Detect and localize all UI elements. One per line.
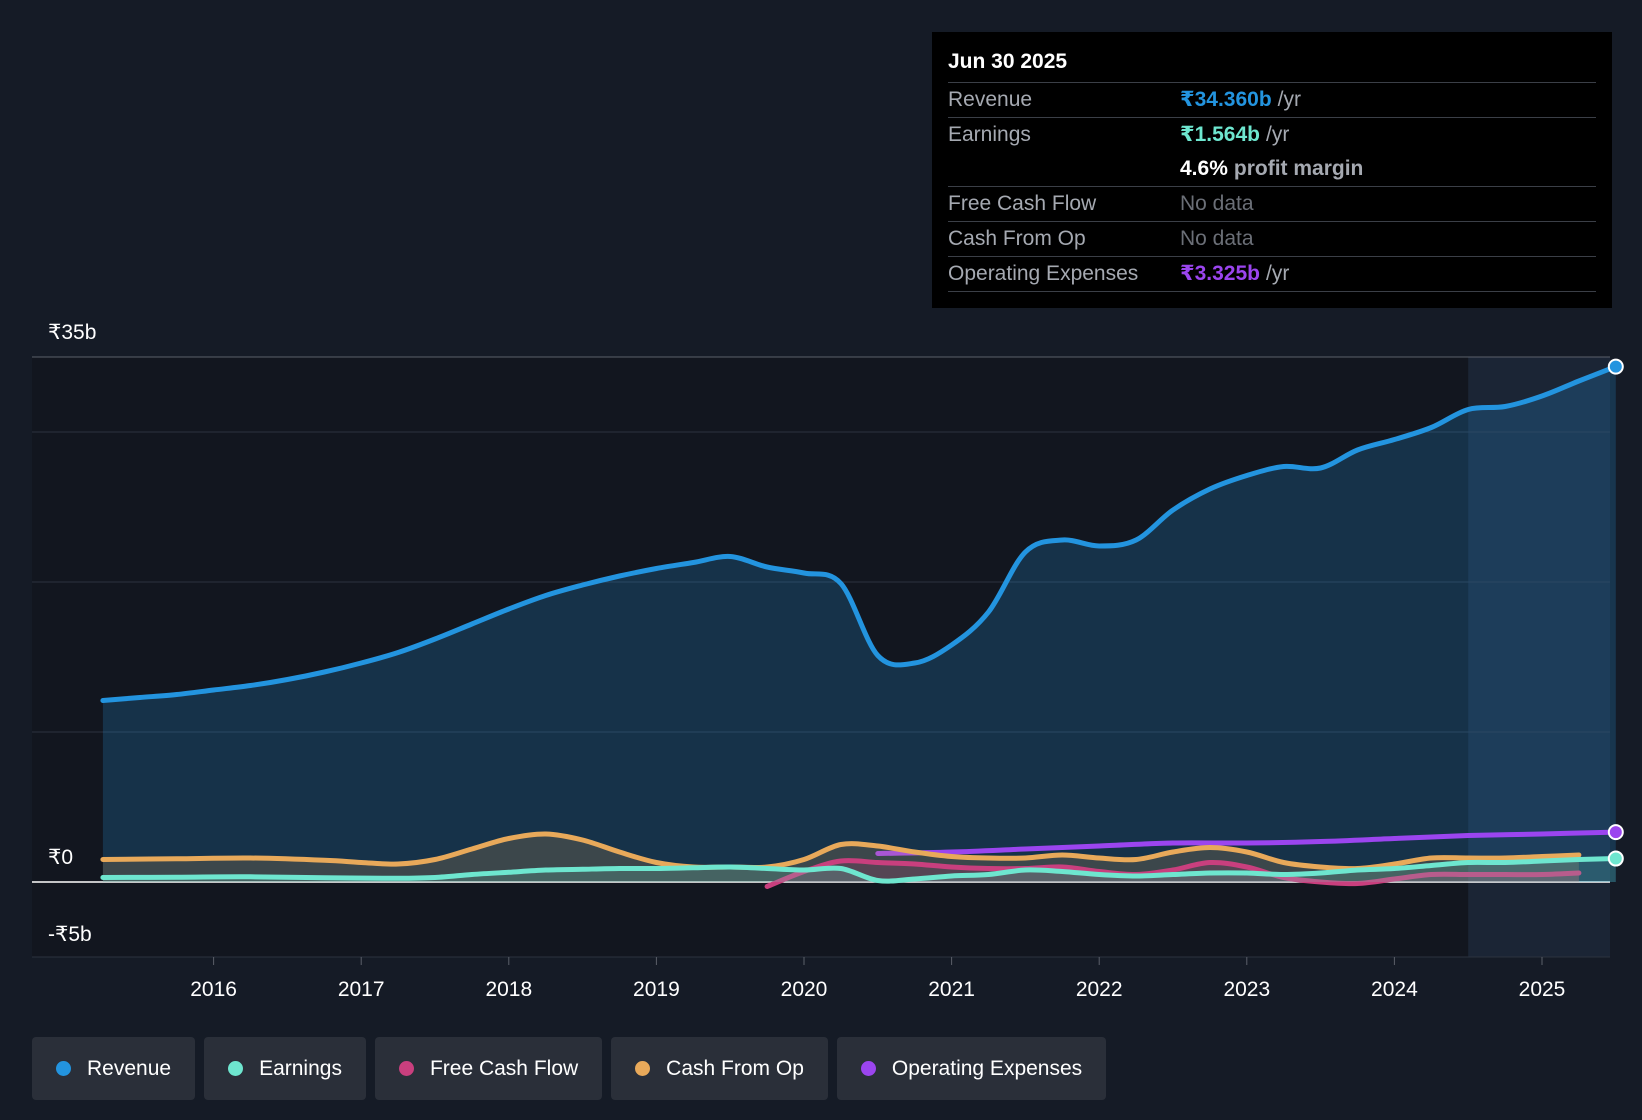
- y-tick-label: -₹5b: [48, 923, 92, 946]
- tooltip-value: 4.6%: [1180, 157, 1228, 180]
- series-endpoint-revenue: [1607, 358, 1624, 375]
- tooltip-unit: profit margin: [1233, 157, 1364, 180]
- x-tick-label: 2016: [190, 978, 237, 1001]
- tooltip-label-empty: [948, 152, 1180, 186]
- tooltip-row-margin: 4.6% profit margin: [948, 152, 1596, 187]
- legend-label: Free Cash Flow: [429, 1056, 579, 1080]
- chart: ₹35b ₹0 -₹5b 2016 2017 2018 2019 2020 2021 2022 20…: [32, 321, 1624, 1001]
- series-endpoint-earnings: [1607, 850, 1624, 867]
- tooltip-row-revenue: Revenue ₹34.360b /yr: [948, 83, 1596, 118]
- series-line-free-cash-flow: [764, 858, 1582, 889]
- tooltip-value: ₹34.360b: [1180, 88, 1272, 111]
- series-endpoint-operating-expenses: [1607, 824, 1624, 841]
- x-tick-label: 2018: [485, 978, 532, 1001]
- tooltip-value: No data: [1180, 192, 1254, 215]
- legend-item-revenue[interactable]: Revenue: [32, 1037, 196, 1100]
- x-tick-label: 2020: [781, 978, 828, 1001]
- y-tick-label: ₹35b: [48, 321, 96, 344]
- y-tick-label: ₹0: [48, 846, 73, 869]
- tooltip-unit: /yr: [1266, 123, 1290, 146]
- legend-item-earnings[interactable]: Earnings: [204, 1037, 366, 1100]
- legend-dot-icon: [398, 1061, 414, 1076]
- tooltip-label: Cash From Op: [948, 227, 1086, 250]
- tooltip-value: No data: [1180, 227, 1254, 250]
- tooltip-unit: /yr: [1266, 262, 1290, 285]
- tooltip-label: Revenue: [948, 88, 1033, 111]
- axes: ₹35b ₹0 -₹5b 2016 2017 2018 2019 2020 2021 2022 20…: [48, 321, 1565, 1001]
- tooltip-row-fcf: Free Cash Flow No data: [948, 187, 1596, 222]
- tooltip-date: Jun 30 2025: [948, 46, 1596, 83]
- legend-item-free-cash-flow[interactable]: Free Cash Flow: [374, 1037, 603, 1100]
- legend-dot-icon: [860, 1061, 876, 1076]
- tooltip-row-cfo: Cash From Op No data: [948, 222, 1596, 257]
- x-tick-label: 2024: [1371, 978, 1418, 1001]
- tooltip-value: ₹3.325b: [1180, 262, 1260, 285]
- tooltip-unit: /yr: [1277, 88, 1301, 111]
- x-tick-label: 2022: [1076, 978, 1123, 1001]
- series-line-revenue: [100, 364, 1619, 703]
- tooltip-label: Free Cash Flow: [948, 192, 1097, 215]
- tooltip-label: Earnings: [948, 123, 1031, 146]
- legend-label: Operating Expenses: [891, 1056, 1083, 1080]
- legend-dot-icon: [228, 1061, 244, 1076]
- series-line-operating-expenses: [875, 829, 1619, 856]
- legend-label: Cash From Op: [666, 1056, 804, 1080]
- legend-label: Revenue: [87, 1056, 172, 1080]
- series-area-cash-from-op: [102, 833, 1579, 882]
- legend-item-operating-expenses[interactable]: Operating Expenses: [836, 1037, 1107, 1100]
- tooltip-row-opex: Operating Expenses ₹3.325b /yr: [948, 257, 1596, 292]
- x-tick-label: 2017: [338, 978, 385, 1001]
- x-tick-label: 2025: [1519, 978, 1566, 1001]
- tooltip-value: ₹1.564b: [1180, 123, 1260, 146]
- legend-dot-icon: [635, 1061, 651, 1076]
- legend: Revenue Earnings Free Cash Flow Cash Fro…: [32, 1037, 1107, 1100]
- legend-label: Earnings: [259, 1056, 342, 1080]
- x-tick-label: 2023: [1223, 978, 1270, 1001]
- series-line-earnings: [100, 856, 1619, 884]
- legend-dot-icon: [56, 1061, 71, 1076]
- tooltip: Jun 30 2025 Revenue ₹34.360b /yr Earning…: [932, 32, 1612, 308]
- legend-item-cash-from-op[interactable]: Cash From Op: [611, 1037, 828, 1100]
- series: [100, 358, 1624, 889]
- x-tick-label: 2021: [928, 978, 975, 1001]
- x-tick-label: 2019: [633, 978, 680, 1001]
- tooltip-label: Operating Expenses: [948, 262, 1139, 285]
- tooltip-row-earnings: Earnings ₹1.564b /yr: [948, 118, 1596, 152]
